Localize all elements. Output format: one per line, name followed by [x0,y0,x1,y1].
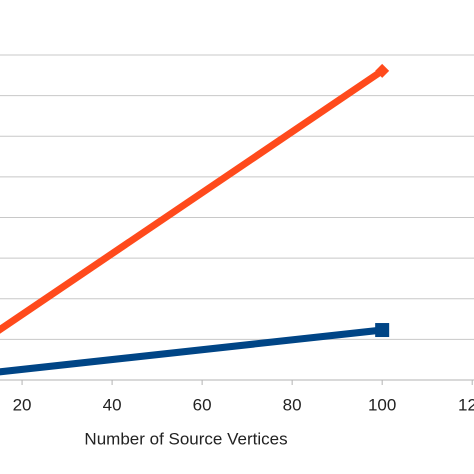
x-tick-label: 20 [13,395,32,414]
line [0,326,383,376]
marker [375,63,390,78]
x-tick-label: 60 [193,395,212,414]
plot-area [0,63,390,376]
line [0,67,385,334]
marker [375,323,390,338]
x-tick-label: 100 [368,395,396,414]
x-tick-label: 120 [458,395,474,414]
x-axis-label: Number of Source Vertices [84,429,287,448]
x-tick-label: 40 [103,395,122,414]
x-tick-label: 80 [283,395,302,414]
